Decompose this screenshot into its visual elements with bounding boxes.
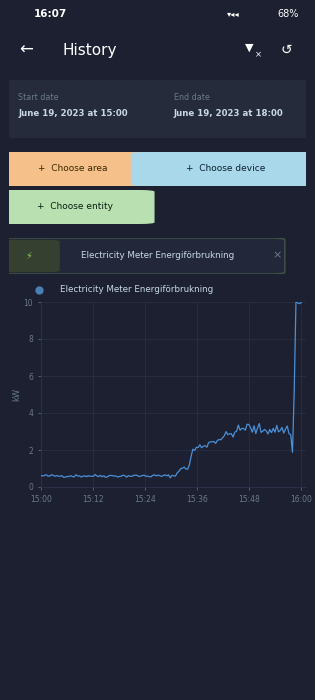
Text: End date: End date	[174, 93, 210, 102]
FancyBboxPatch shape	[0, 240, 60, 272]
Text: ←: ←	[19, 41, 33, 59]
Text: ⚡: ⚡	[25, 251, 32, 260]
Text: ↺: ↺	[281, 43, 292, 57]
Text: ×: ×	[255, 51, 262, 60]
Text: +  Choose entity: + Choose entity	[37, 202, 112, 211]
Text: +  Choose area: + Choose area	[38, 164, 108, 173]
Text: History: History	[63, 43, 117, 57]
FancyBboxPatch shape	[0, 152, 152, 186]
Text: Electricity Meter Energiförbrukning: Electricity Meter Energiförbrukning	[81, 251, 234, 260]
Y-axis label: kW: kW	[12, 388, 21, 401]
FancyBboxPatch shape	[1, 78, 159, 140]
Text: ▼: ▼	[245, 43, 253, 52]
Text: June 19, 2023 at 15:00: June 19, 2023 at 15:00	[18, 109, 128, 118]
FancyBboxPatch shape	[0, 238, 285, 274]
Text: +  Choose device: + Choose device	[186, 164, 265, 173]
FancyBboxPatch shape	[131, 152, 315, 186]
Text: Electricity Meter Energiförbrukning: Electricity Meter Energiförbrukning	[60, 286, 213, 295]
FancyBboxPatch shape	[0, 190, 155, 224]
Text: 68%: 68%	[277, 9, 299, 19]
FancyBboxPatch shape	[156, 78, 314, 140]
Text: Start date: Start date	[18, 93, 59, 102]
Text: 16:07: 16:07	[34, 9, 67, 19]
Text: June 19, 2023 at 18:00: June 19, 2023 at 18:00	[174, 109, 284, 118]
Text: ×: ×	[273, 251, 282, 260]
Text: ▾◂◂: ▾◂◂	[227, 10, 239, 18]
